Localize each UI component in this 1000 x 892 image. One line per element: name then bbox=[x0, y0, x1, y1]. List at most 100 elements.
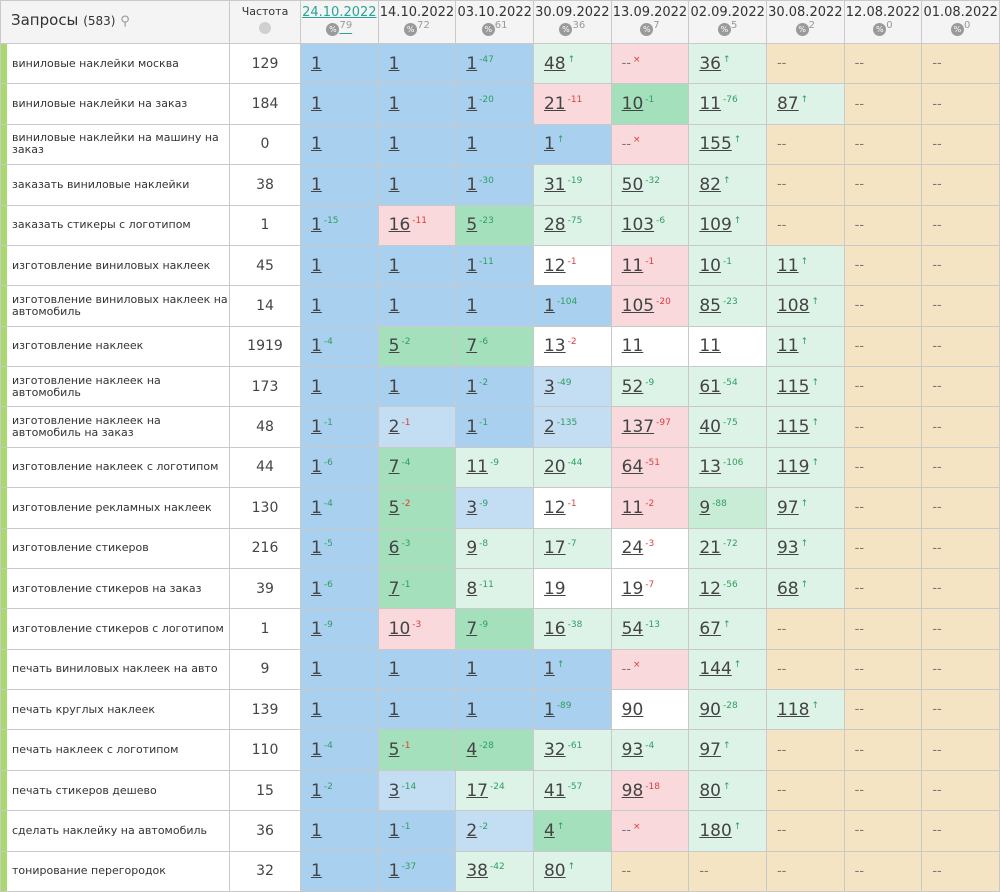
position[interactable]: 7 bbox=[388, 578, 400, 599]
position[interactable]: 1 bbox=[543, 134, 555, 155]
position[interactable]: 38 bbox=[466, 861, 488, 882]
position[interactable]: 11 bbox=[776, 255, 799, 276]
position[interactable]: 11 bbox=[699, 94, 721, 115]
position[interactable]: 90 bbox=[699, 699, 721, 720]
position[interactable]: 11 bbox=[466, 457, 488, 478]
position[interactable]: 52 bbox=[621, 376, 644, 397]
position[interactable]: 93 bbox=[621, 740, 644, 761]
position[interactable]: 180 bbox=[699, 820, 732, 841]
position[interactable]: 7 bbox=[388, 457, 400, 478]
position[interactable]: 1 bbox=[466, 699, 478, 720]
position[interactable]: 103 bbox=[621, 215, 655, 236]
position[interactable]: 12 bbox=[543, 255, 566, 276]
position[interactable]: 1 bbox=[311, 619, 322, 640]
position[interactable]: 3 bbox=[543, 376, 555, 397]
position[interactable]: 2 bbox=[388, 417, 400, 438]
position[interactable]: 40 bbox=[699, 417, 721, 438]
position[interactable]: 28 bbox=[543, 215, 566, 236]
position[interactable]: 1 bbox=[543, 659, 555, 680]
position[interactable]: 20 bbox=[543, 457, 566, 478]
position[interactable]: 118 bbox=[776, 699, 810, 720]
position[interactable]: 82 bbox=[699, 174, 721, 195]
position[interactable]: 4 bbox=[543, 820, 555, 841]
position[interactable]: 7 bbox=[466, 336, 478, 357]
position[interactable]: 1 bbox=[311, 699, 322, 720]
position[interactable]: 80 bbox=[699, 780, 721, 801]
position[interactable]: 10 bbox=[388, 619, 411, 640]
position[interactable]: 3 bbox=[388, 780, 400, 801]
position[interactable]: 24 bbox=[621, 538, 644, 559]
position[interactable]: 3 bbox=[466, 497, 478, 518]
position[interactable]: 12 bbox=[543, 497, 566, 518]
position[interactable]: 1 bbox=[388, 134, 400, 155]
position[interactable]: 108 bbox=[776, 295, 810, 316]
position[interactable]: 137 bbox=[621, 417, 655, 438]
position[interactable]: 68 bbox=[776, 578, 799, 599]
position[interactable]: 41 bbox=[543, 780, 566, 801]
position[interactable]: 1 bbox=[543, 295, 555, 316]
position[interactable]: 10 bbox=[699, 255, 721, 276]
position[interactable]: 1 bbox=[311, 740, 322, 761]
position[interactable]: 48 bbox=[543, 53, 566, 74]
position[interactable]: 1 bbox=[311, 497, 322, 518]
position[interactable]: 1 bbox=[466, 659, 478, 680]
position[interactable]: 1 bbox=[311, 376, 322, 397]
position[interactable]: 155 bbox=[699, 134, 732, 155]
position[interactable]: 1 bbox=[311, 53, 322, 74]
percent-badge[interactable]: % bbox=[559, 23, 573, 36]
position[interactable]: 115 bbox=[776, 417, 810, 438]
percent-badge[interactable]: % bbox=[326, 23, 340, 36]
position[interactable]: 17 bbox=[543, 538, 566, 559]
position[interactable]: 1 bbox=[388, 699, 400, 720]
position[interactable]: 21 bbox=[543, 94, 566, 115]
position[interactable]: 31 bbox=[543, 174, 566, 195]
position[interactable]: 11 bbox=[699, 336, 721, 357]
position[interactable]: 119 bbox=[776, 457, 810, 478]
position[interactable]: 1 bbox=[466, 94, 478, 115]
position[interactable]: 85 bbox=[699, 295, 721, 316]
position[interactable]: 21 bbox=[699, 538, 721, 559]
position[interactable]: 5 bbox=[466, 215, 478, 236]
position[interactable]: 1 bbox=[388, 659, 400, 680]
position[interactable]: 1 bbox=[388, 255, 400, 276]
position[interactable]: 1 bbox=[466, 376, 478, 397]
position[interactable]: 1 bbox=[466, 417, 478, 438]
position[interactable]: 1 bbox=[311, 457, 322, 478]
position[interactable]: 1 bbox=[543, 699, 555, 720]
position[interactable]: 12 bbox=[699, 578, 721, 599]
percent-badge[interactable]: % bbox=[795, 23, 809, 36]
percent-badge[interactable]: % bbox=[640, 23, 654, 36]
position[interactable]: 80 bbox=[543, 861, 566, 882]
position[interactable]: 54 bbox=[621, 619, 644, 640]
position[interactable]: 1 bbox=[466, 255, 478, 276]
position[interactable]: 5 bbox=[388, 497, 400, 518]
position[interactable]: 36 bbox=[699, 53, 721, 74]
position[interactable]: 1 bbox=[311, 861, 322, 882]
position[interactable]: 1 bbox=[311, 820, 322, 841]
position[interactable]: 1 bbox=[466, 295, 478, 316]
position[interactable]: 11 bbox=[621, 336, 644, 357]
position[interactable]: 1 bbox=[311, 336, 322, 357]
position[interactable]: 1 bbox=[466, 174, 478, 195]
percent-badge[interactable]: % bbox=[481, 23, 495, 36]
position[interactable]: 1 bbox=[388, 53, 400, 74]
position[interactable]: 1 bbox=[311, 780, 322, 801]
position[interactable]: 1 bbox=[388, 376, 400, 397]
position[interactable]: 1 bbox=[311, 215, 322, 236]
position[interactable]: 1 bbox=[388, 94, 400, 115]
position[interactable]: 115 bbox=[776, 376, 810, 397]
position[interactable]: 17 bbox=[466, 780, 488, 801]
position[interactable]: 64 bbox=[621, 457, 644, 478]
position[interactable]: 19 bbox=[543, 578, 566, 599]
position[interactable]: 6 bbox=[388, 538, 400, 559]
position[interactable]: 1 bbox=[311, 417, 322, 438]
position[interactable]: 2 bbox=[466, 820, 478, 841]
position[interactable]: 1 bbox=[388, 820, 400, 841]
position[interactable]: 4 bbox=[466, 740, 478, 761]
position[interactable]: 1 bbox=[388, 861, 400, 882]
position[interactable]: 1 bbox=[388, 295, 400, 316]
position[interactable]: 1 bbox=[311, 94, 322, 115]
date-header[interactable]: 24.10.2022% 79 bbox=[301, 1, 378, 43]
position[interactable]: 98 bbox=[621, 780, 644, 801]
position[interactable]: 9 bbox=[466, 538, 478, 559]
